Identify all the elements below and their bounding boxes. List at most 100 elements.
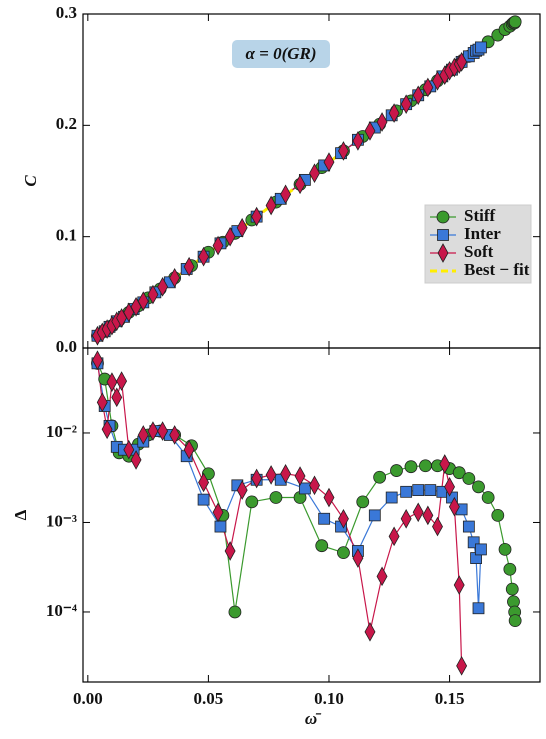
marker xyxy=(508,15,522,29)
annotation-box xyxy=(232,40,330,68)
marker xyxy=(224,226,236,247)
marker xyxy=(265,465,277,485)
marker xyxy=(412,502,424,523)
marker xyxy=(439,454,451,474)
marker xyxy=(130,450,142,470)
marker xyxy=(356,495,370,509)
marker xyxy=(424,484,437,496)
marker xyxy=(508,614,522,628)
marker xyxy=(467,536,480,549)
marker xyxy=(400,485,413,498)
marker xyxy=(251,468,263,489)
marker xyxy=(436,210,450,224)
marker xyxy=(498,543,512,556)
marker xyxy=(157,421,169,441)
x-tick-label: 0.00 xyxy=(73,689,103,708)
marker xyxy=(147,284,159,305)
marker xyxy=(432,516,443,537)
y-tick-label: 10⁻⁴ xyxy=(46,601,77,620)
marker xyxy=(101,419,113,440)
marker xyxy=(475,543,487,556)
marker xyxy=(364,621,376,642)
marker xyxy=(472,602,485,615)
marker xyxy=(462,520,475,533)
marker xyxy=(400,94,412,115)
marker xyxy=(373,470,387,484)
marker xyxy=(212,235,224,256)
marker xyxy=(245,495,259,509)
marker xyxy=(169,425,181,445)
marker xyxy=(212,502,224,523)
marker xyxy=(475,41,487,54)
marker xyxy=(269,491,283,504)
marker xyxy=(251,206,263,227)
marker xyxy=(419,459,432,473)
x-tick-label: 0.15 xyxy=(435,689,465,708)
marker xyxy=(137,291,149,312)
y-tick-label: 10⁻³ xyxy=(46,511,77,530)
marker xyxy=(111,387,123,408)
x-axis-label: ω̄ xyxy=(305,709,322,728)
marker xyxy=(404,460,418,474)
x-tick-label: 0.05 xyxy=(194,689,224,708)
y-axis-label: Δ xyxy=(11,509,30,520)
marker xyxy=(92,350,103,371)
marker xyxy=(364,121,376,141)
marker xyxy=(294,174,306,195)
y-tick-label: 0.2 xyxy=(56,114,77,133)
marker xyxy=(198,472,210,493)
legend-label: Stiff xyxy=(464,206,496,225)
marker xyxy=(472,480,485,494)
marker xyxy=(280,184,292,205)
marker xyxy=(265,195,277,216)
marker xyxy=(452,466,466,480)
plot-area xyxy=(91,15,522,346)
marker xyxy=(337,141,349,161)
marker xyxy=(318,512,331,525)
marker xyxy=(137,425,149,445)
marker xyxy=(376,566,388,587)
marker xyxy=(388,103,400,123)
marker xyxy=(437,229,449,241)
marker xyxy=(422,77,434,98)
marker xyxy=(236,480,248,500)
marker xyxy=(352,548,364,568)
marker xyxy=(309,163,320,184)
marker xyxy=(376,112,388,132)
marker xyxy=(453,575,465,595)
marker xyxy=(169,268,181,288)
marker xyxy=(456,52,468,72)
marker xyxy=(505,582,519,596)
marker xyxy=(503,562,517,576)
marker xyxy=(157,276,169,297)
marker xyxy=(337,546,350,560)
legend-label: Best − fit xyxy=(464,260,530,279)
marker xyxy=(400,508,412,529)
marker xyxy=(412,484,425,496)
bottom-frame xyxy=(82,347,541,683)
marker xyxy=(224,541,236,561)
y-tick-label: 0.1 xyxy=(56,226,77,245)
marker xyxy=(147,421,159,441)
marker xyxy=(315,539,329,553)
marker xyxy=(437,243,449,263)
y-tick-label: 0.0 xyxy=(56,337,77,356)
marker xyxy=(236,217,248,238)
marker xyxy=(422,505,434,526)
marker xyxy=(323,487,335,508)
x-tick-label: 0.10 xyxy=(314,689,344,708)
marker xyxy=(96,392,108,413)
marker xyxy=(385,491,398,504)
marker xyxy=(390,464,403,477)
y-tick-label: 10⁻² xyxy=(46,422,77,441)
marker xyxy=(183,256,195,277)
legend-label: Soft xyxy=(464,242,494,261)
marker xyxy=(106,372,118,392)
marker xyxy=(491,508,505,522)
y-axis-label: C xyxy=(21,175,40,187)
marker xyxy=(448,496,460,517)
legend-label: Inter xyxy=(464,224,501,243)
marker xyxy=(123,439,135,460)
marker xyxy=(228,605,242,619)
